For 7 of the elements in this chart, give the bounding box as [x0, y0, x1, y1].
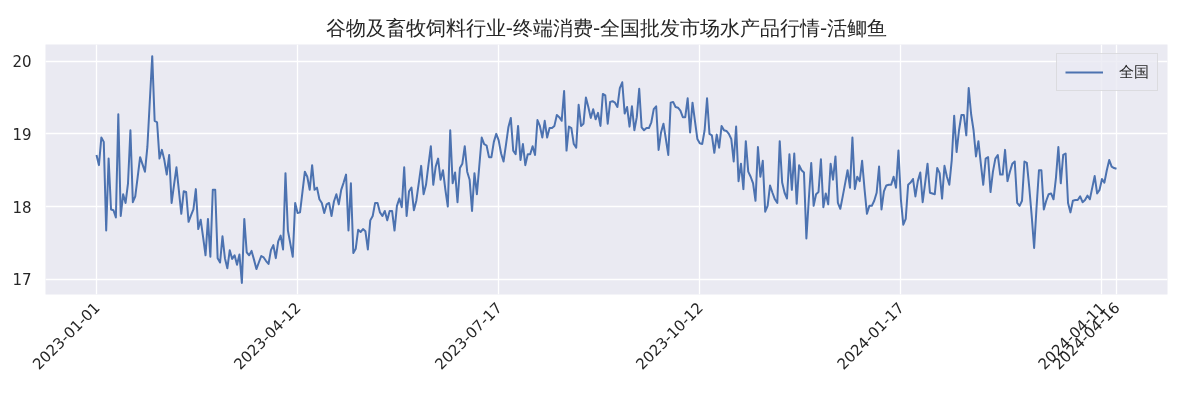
line-series — [95, 55, 1118, 284]
y-tick-label: 19 — [12, 125, 32, 144]
legend-label: 全国 — [1119, 62, 1149, 82]
chart-title: 谷物及畜牧饲料行业-终端消费-全国批发市场水产品行情-活鲫鱼 — [325, 15, 888, 40]
y-tick-label: 20 — [12, 53, 32, 72]
y-tick-label: 17 — [12, 271, 32, 290]
y-tick-label: 18 — [12, 198, 32, 217]
